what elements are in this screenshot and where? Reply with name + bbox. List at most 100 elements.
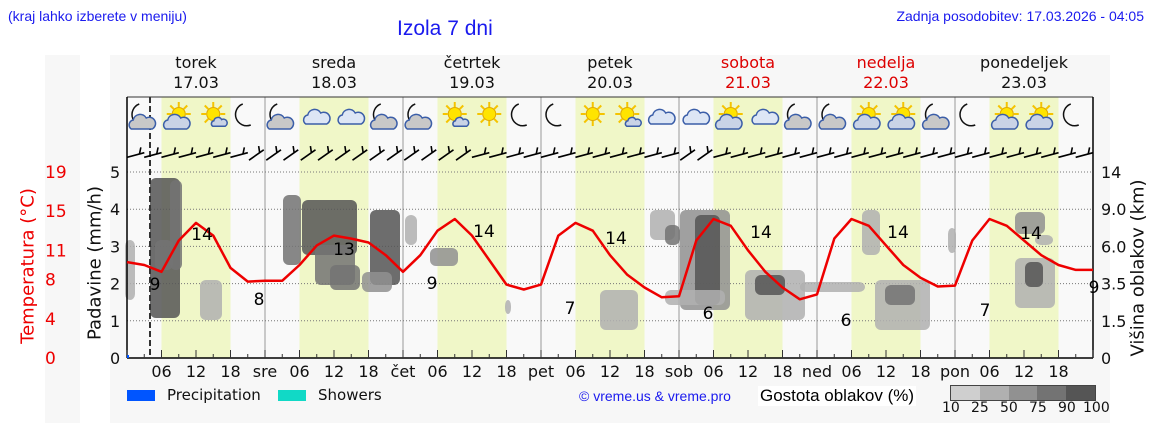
temp-max-label: 14 <box>887 223 909 243</box>
x-hour-label: 18 <box>358 362 378 381</box>
x-hour-label: 12 <box>600 362 620 381</box>
cloud-density-blob <box>430 248 458 266</box>
cloud-height-tick-label: 3.5 <box>1101 275 1126 294</box>
wind-barb-icon <box>644 147 663 159</box>
cloud-density-blob <box>362 272 392 292</box>
cloud-density-blob <box>755 275 785 295</box>
moon-icon <box>234 103 252 127</box>
precipitation-swatch <box>127 390 155 401</box>
temp-max-label: 14 <box>750 223 772 243</box>
cloud-height-tick-label: 9.0 <box>1101 200 1126 219</box>
sun-small-cloud-icon <box>442 102 470 127</box>
temp-max-label: 14 <box>1020 224 1042 244</box>
day-label: četrtek 19.03 <box>403 53 541 93</box>
wind-barb-icon <box>816 147 835 159</box>
wind-barb-icon <box>540 147 559 159</box>
day-label: petek 20.03 <box>541 53 679 93</box>
copyright-link[interactable]: © vreme.us & vreme.pro <box>579 388 731 404</box>
sun-small-cloud-icon <box>615 102 642 127</box>
temp-min-label: 9 <box>1089 278 1100 298</box>
day-date: 19.03 <box>449 73 495 92</box>
temperature-axis-title: Temperatura (°C) <box>17 188 39 344</box>
wind-barb-icon <box>592 147 611 159</box>
wind-barb-icon <box>178 147 197 159</box>
density-tick-label: 50 <box>1000 400 1018 416</box>
wind-barb-icon <box>730 147 749 159</box>
wind-barb-icon <box>782 147 801 159</box>
wind-barb-icon <box>455 145 472 161</box>
sun-icon <box>477 102 502 126</box>
temperature-line <box>126 217 1093 301</box>
wind-barb-icon <box>937 147 956 159</box>
wind-barb-icon <box>1075 147 1094 159</box>
x-hour-label: 12 <box>186 362 206 381</box>
cloud-density-blob <box>170 180 182 270</box>
cloud-density-blob <box>370 210 400 285</box>
wind-barb-icon <box>609 147 628 159</box>
x-hour-label: 18 <box>634 362 654 381</box>
x-hour-label: 12 <box>462 362 482 381</box>
x-day-abbr: sre <box>253 362 277 381</box>
density-swatch <box>1037 386 1067 400</box>
wind-barb-icon <box>902 147 921 159</box>
page-title: Izola 7 dni <box>397 17 493 40</box>
precipitation-label: Precipitation <box>167 386 261 404</box>
precip-tick-label: 3 <box>110 237 120 256</box>
temp-axis-panel <box>45 55 80 423</box>
wind-barb-icon <box>626 147 645 159</box>
temp-min-label: 9 <box>427 274 438 294</box>
moon-cloud-icon <box>128 103 157 130</box>
moon-icon <box>545 103 562 127</box>
cloud-height-tick-label: 0 <box>1101 349 1111 368</box>
temp-tick-label: 15 <box>45 202 67 222</box>
density-swatch <box>1066 386 1095 400</box>
wind-barb-icon <box>1023 147 1042 159</box>
density-tick-label: 75 <box>1029 400 1047 416</box>
day-date: 17.03 <box>173 73 219 92</box>
moon-cloud-icon <box>783 103 812 130</box>
wind-barb-icon <box>161 147 180 159</box>
wind-barb-icon <box>851 147 870 159</box>
cloud-height-tick-label: 6.0 <box>1101 237 1126 256</box>
region-hint: (kraj lahko izberete v meniju) <box>8 8 187 24</box>
wind-barb-icon <box>212 147 231 159</box>
sun-cloud-icon <box>990 102 1019 130</box>
temp-max-label: 13 <box>333 240 355 260</box>
wind-barb-icon <box>369 145 385 161</box>
sun-cloud-icon <box>887 102 916 130</box>
cloud-density-title: Gostota oblakov (%) <box>758 386 917 406</box>
density-tick-label: 90 <box>1058 400 1076 416</box>
day-date: 22.03 <box>863 73 909 92</box>
wind-barb-icon <box>283 145 299 161</box>
day-date: 18.03 <box>311 73 357 92</box>
precip-tick-label: 5 <box>110 163 120 182</box>
wind-barb-icon <box>971 147 990 159</box>
wind-barb-icon <box>421 145 437 161</box>
day-label: torek 17.03 <box>127 53 265 93</box>
wind-barb-icon <box>747 147 766 159</box>
wind-barb-icon <box>506 147 525 159</box>
wind-barb-icon <box>386 145 403 161</box>
cloud-density-blob <box>948 228 956 253</box>
temp-max-label: 14 <box>473 222 495 242</box>
day-date: 23.03 <box>1001 73 1047 92</box>
precipitation-bar <box>127 355 129 358</box>
x-day-abbr: pet <box>528 362 554 381</box>
wind-barb-icon <box>885 147 904 159</box>
wind-barb-icon <box>697 145 713 161</box>
temp-min-label: 9 <box>150 275 161 295</box>
x-hour-label: 06 <box>151 362 171 381</box>
x-hour-label: 18 <box>496 362 516 381</box>
x-hour-label: 18 <box>772 362 792 381</box>
density-swatch <box>1008 386 1038 400</box>
day-date: 20.03 <box>587 73 633 92</box>
density-swatch <box>951 386 980 400</box>
cloud-density-blob <box>600 290 638 330</box>
density-tick-label: 100 <box>1083 400 1110 416</box>
x-hour-label: 06 <box>289 362 309 381</box>
sun-cloud-icon <box>852 102 881 130</box>
x-hour-label: 12 <box>1014 362 1034 381</box>
moon-icon <box>510 103 528 127</box>
cloud-height-axis-title: Višina oblakov (km) <box>1127 179 1149 357</box>
wind-barb-icon <box>488 147 507 159</box>
